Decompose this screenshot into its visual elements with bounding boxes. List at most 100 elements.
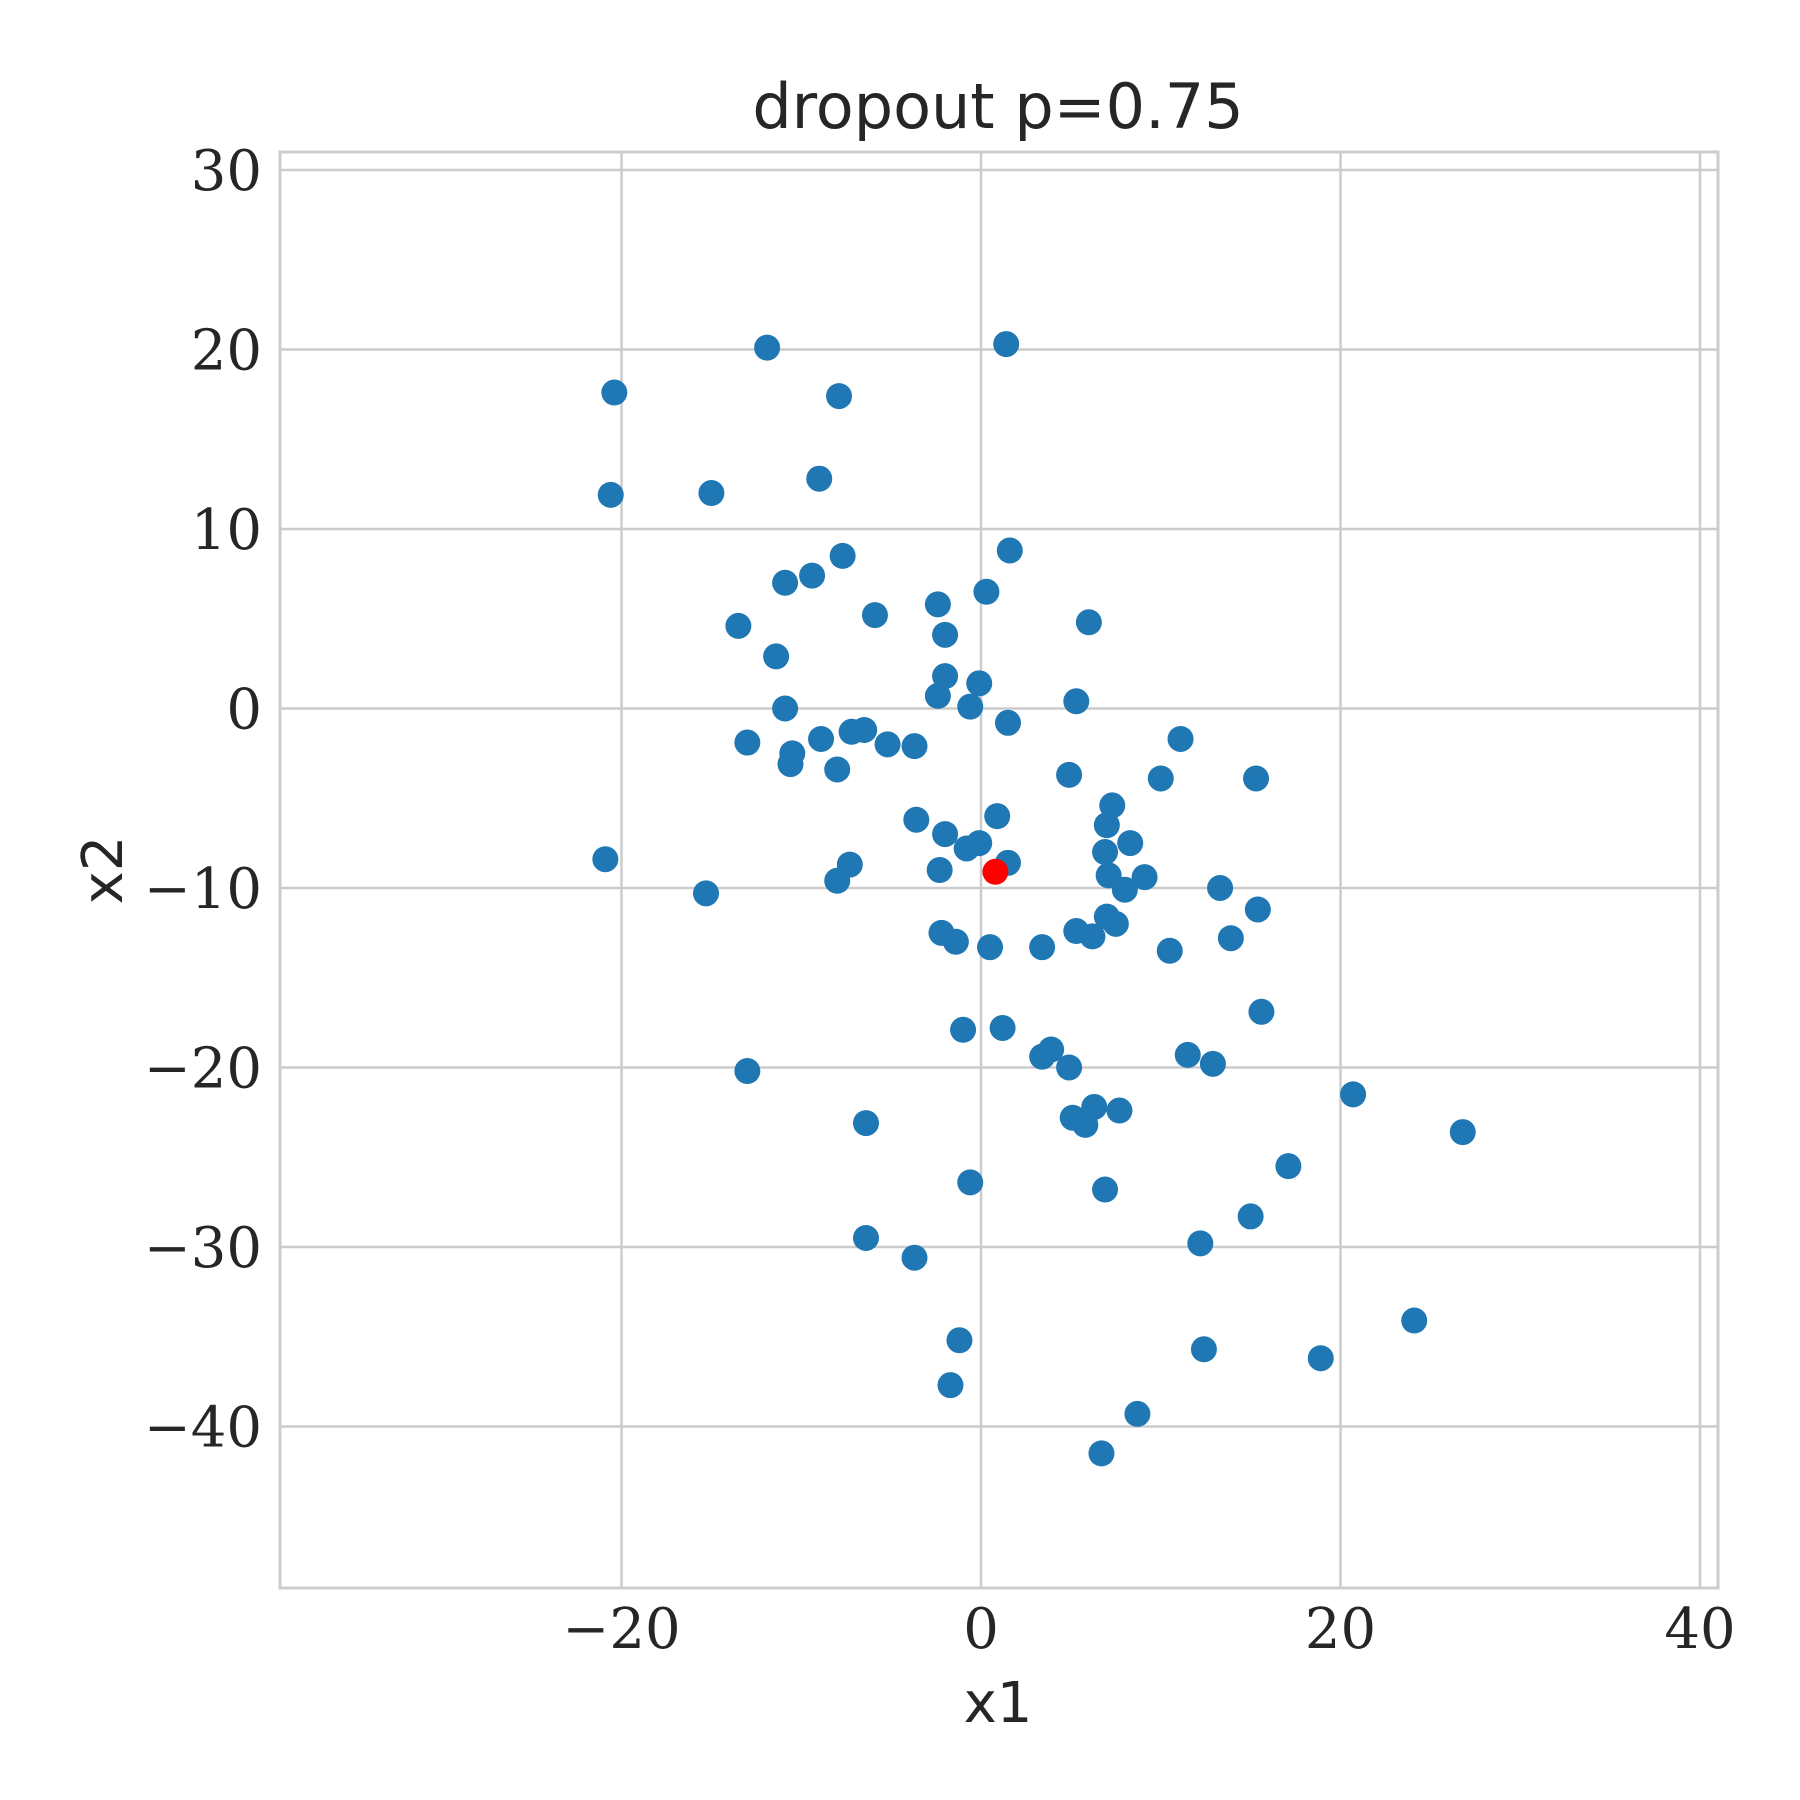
data-point bbox=[984, 803, 1011, 830]
data-point bbox=[1190, 1336, 1217, 1363]
data-point bbox=[1106, 1097, 1133, 1124]
y-axis-label: x2 bbox=[71, 836, 136, 905]
x-tick-label: −20 bbox=[562, 1597, 680, 1662]
y-tick-label: 10 bbox=[191, 498, 262, 563]
data-point bbox=[1187, 1230, 1214, 1257]
data-point bbox=[734, 729, 761, 756]
data-point bbox=[926, 857, 953, 883]
y-tick-label: 20 bbox=[191, 318, 262, 383]
y-tick-labels: 30 20 10 0 −10 −20 −30 −40 bbox=[144, 139, 262, 1460]
data-point bbox=[1029, 934, 1056, 961]
data-point bbox=[754, 334, 781, 361]
data-point bbox=[957, 1169, 984, 1196]
data-point bbox=[1167, 725, 1194, 752]
data-point bbox=[1307, 1345, 1334, 1372]
data-point bbox=[973, 578, 1000, 605]
data-point bbox=[946, 1327, 973, 1354]
data-point bbox=[1072, 1111, 1099, 1138]
x-tick-label: 20 bbox=[1305, 1597, 1376, 1662]
data-point bbox=[861, 602, 888, 629]
data-point bbox=[903, 806, 930, 833]
data-point bbox=[932, 821, 959, 848]
data-point bbox=[1099, 792, 1126, 819]
data-point bbox=[777, 751, 804, 778]
data-point bbox=[1092, 839, 1119, 866]
data-point bbox=[734, 1058, 761, 1085]
x-tick-label: 0 bbox=[963, 1597, 999, 1662]
data-point bbox=[693, 880, 720, 907]
data-point bbox=[1275, 1153, 1302, 1180]
data-point bbox=[1063, 688, 1090, 715]
data-point bbox=[698, 480, 725, 507]
y-tick-label: −40 bbox=[144, 1395, 262, 1460]
data-point bbox=[1075, 609, 1102, 636]
data-point bbox=[1237, 1203, 1264, 1230]
data-point bbox=[874, 731, 901, 758]
y-tick-label: 0 bbox=[226, 677, 262, 742]
data-point bbox=[852, 1110, 879, 1137]
data-point bbox=[1156, 937, 1183, 964]
plot-frame bbox=[278, 150, 1720, 1590]
data-point bbox=[924, 682, 951, 709]
data-point bbox=[924, 591, 951, 618]
x-axis-label: x1 bbox=[964, 1671, 1033, 1736]
data-point bbox=[1088, 1440, 1115, 1467]
data-point bbox=[1124, 1400, 1151, 1427]
data-point bbox=[852, 1224, 879, 1251]
data-point bbox=[989, 1014, 1016, 1041]
data-point bbox=[901, 1244, 928, 1271]
data-point bbox=[1207, 874, 1234, 901]
data-point bbox=[1131, 864, 1158, 891]
data-point bbox=[829, 542, 856, 569]
data-point bbox=[772, 695, 799, 722]
data-point bbox=[1340, 1081, 1367, 1108]
data-point bbox=[977, 934, 1004, 961]
data-point bbox=[799, 562, 826, 589]
data-point bbox=[808, 725, 835, 752]
data-point bbox=[1092, 1176, 1119, 1203]
x-tick-labels: −20 0 20 40 bbox=[562, 1597, 1735, 1662]
chart-title: dropout p=0.75 bbox=[752, 70, 1243, 143]
data-point bbox=[996, 537, 1023, 564]
y-tick-label: 30 bbox=[191, 139, 262, 204]
data-point bbox=[1147, 765, 1174, 792]
data-point bbox=[1248, 998, 1275, 1025]
data-point bbox=[937, 1372, 964, 1399]
data-point bbox=[1117, 830, 1144, 857]
data-point bbox=[1056, 1054, 1083, 1081]
data-point bbox=[1079, 923, 1106, 950]
data-point bbox=[932, 621, 959, 648]
data-point bbox=[953, 835, 980, 862]
data-point bbox=[1243, 765, 1270, 792]
data-point bbox=[1401, 1307, 1428, 1334]
y-tick-label: −10 bbox=[144, 857, 262, 922]
data-point bbox=[1029, 1043, 1056, 1070]
data-point bbox=[826, 383, 853, 410]
data-point bbox=[901, 733, 928, 760]
data-point bbox=[597, 481, 624, 508]
data-point bbox=[994, 709, 1021, 736]
data-point bbox=[942, 928, 969, 955]
data-point bbox=[1093, 812, 1120, 839]
data-point bbox=[772, 569, 799, 596]
data-point bbox=[950, 1016, 977, 1043]
data-point bbox=[725, 612, 752, 639]
data-point bbox=[1102, 910, 1129, 937]
highlighted-point bbox=[982, 858, 1009, 885]
data-point bbox=[824, 867, 851, 894]
data-point bbox=[1111, 876, 1138, 903]
data-point bbox=[993, 331, 1020, 358]
data-point bbox=[1174, 1041, 1201, 1068]
data-point bbox=[851, 716, 878, 743]
data-point bbox=[966, 670, 993, 697]
data-point bbox=[592, 846, 619, 873]
data-point bbox=[806, 465, 833, 492]
data-point bbox=[1449, 1119, 1476, 1146]
data-points bbox=[592, 331, 1476, 1467]
data-point bbox=[763, 643, 790, 670]
data-point bbox=[601, 379, 628, 406]
data-point bbox=[1217, 925, 1244, 952]
y-tick-label: −20 bbox=[144, 1036, 262, 1101]
